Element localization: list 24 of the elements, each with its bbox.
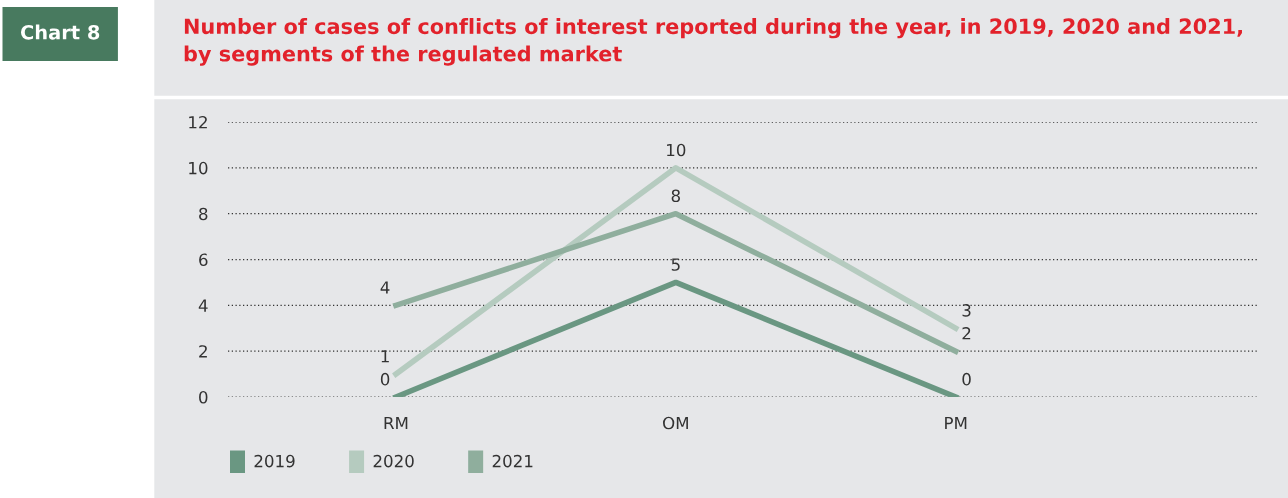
chart-title: Number of cases of conflicts of interest reported during the year, in 2019, 2020 and 2021, by segments of the regulated market [184, 18, 1242, 66]
data-label: 5 [671, 258, 680, 271]
x-tick-label: RM [384, 416, 408, 430]
data-label: 2 [962, 327, 971, 340]
y-tick-label: 0 [199, 390, 208, 404]
y-tick-label: 6 [199, 253, 208, 267]
data-label: 3 [962, 304, 971, 317]
legend-label: 2019 [254, 454, 295, 468]
y-tick-label: 8 [199, 207, 208, 221]
y-tick-label: 10 [189, 161, 208, 175]
caption: Chart 8 [20, 24, 100, 40]
data-label: 10 [667, 143, 686, 157]
data-label: 0 [380, 372, 390, 386]
data-label: 4 [380, 281, 390, 294]
x-tick-label: PM [945, 416, 967, 430]
legend-label: 2020 [373, 454, 414, 468]
y-tick-label: 2 [199, 345, 207, 358]
x-tick-label: OM [663, 416, 688, 430]
data-label: 1 [381, 350, 389, 363]
y-tick-label: 4 [198, 299, 208, 312]
data-label: 0 [962, 372, 971, 386]
data-label: 8 [671, 189, 680, 203]
y-tick-label: 12 [189, 115, 207, 129]
legend-label: 2021 [492, 454, 533, 468]
